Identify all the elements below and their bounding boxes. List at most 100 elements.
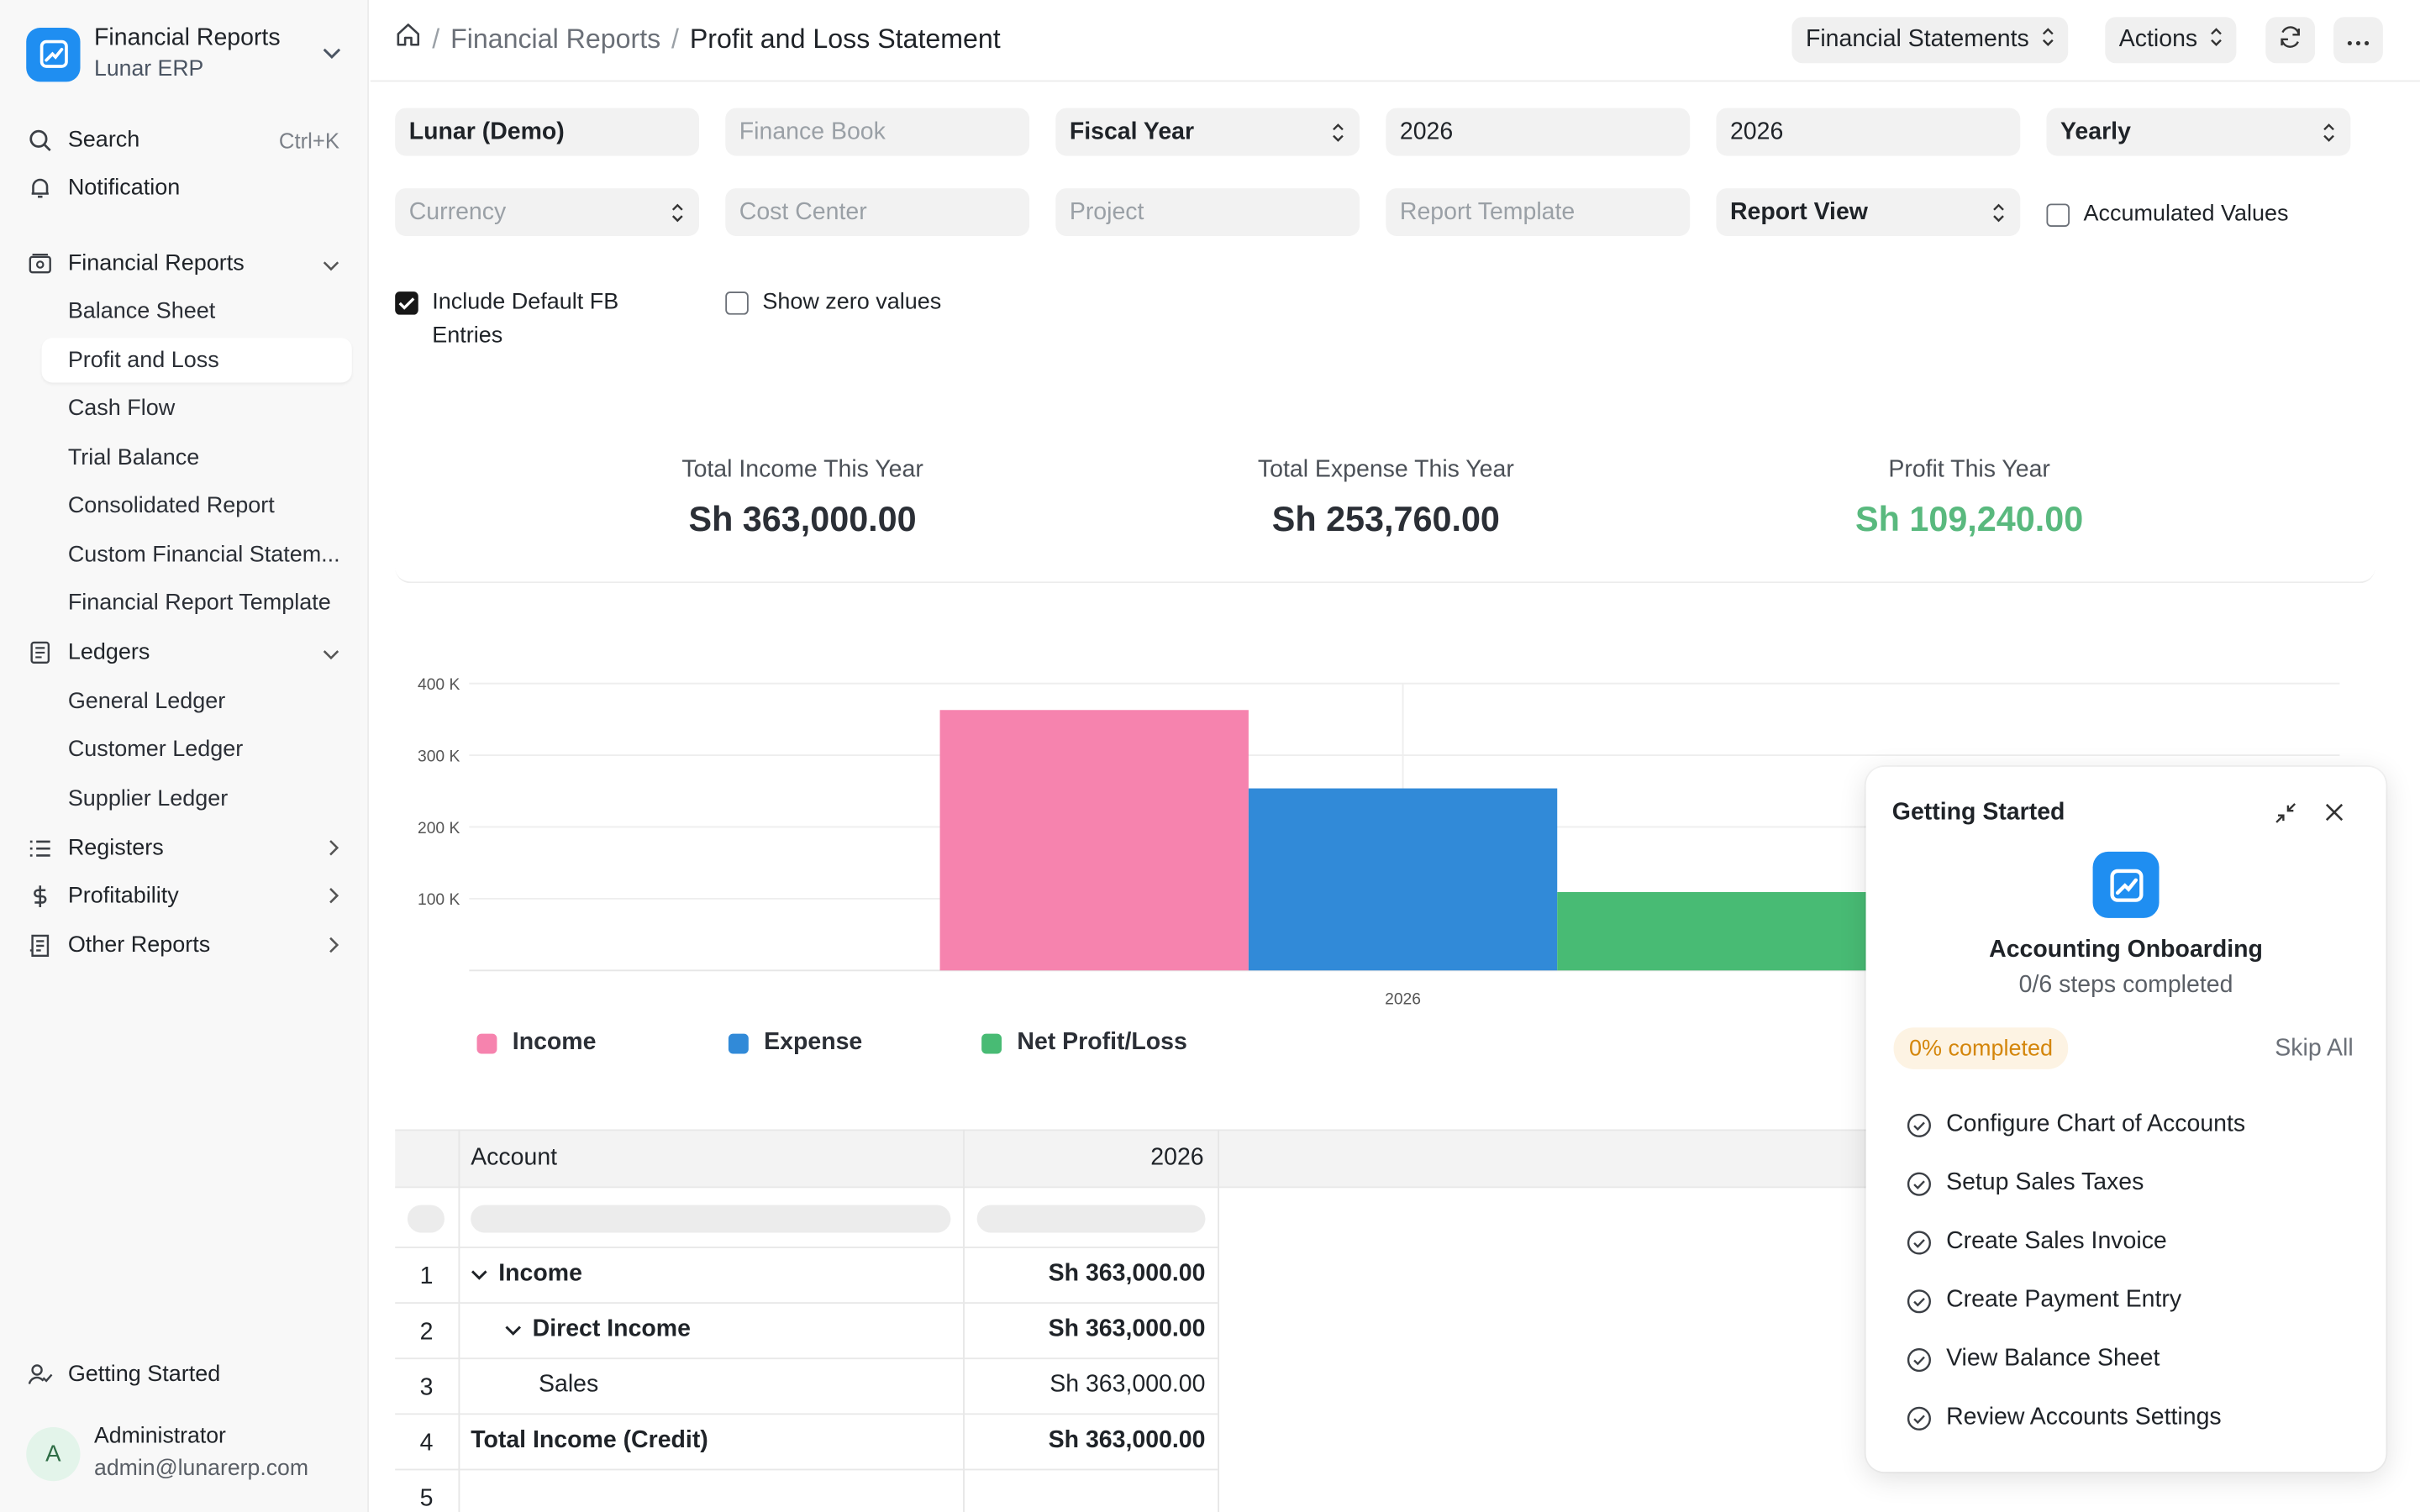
home-icon[interactable] bbox=[395, 22, 421, 55]
sidebar-group-label: Other Reports bbox=[67, 933, 211, 958]
checkbox-unchecked[interactable] bbox=[2046, 203, 2070, 227]
sidebar-group-profitability[interactable]: Profitability bbox=[26, 874, 352, 920]
chevron-down-icon[interactable] bbox=[471, 1269, 487, 1280]
user-name: Administrator bbox=[94, 1424, 226, 1449]
onboarding-step[interactable]: Review Accounts Settings bbox=[1906, 1399, 2222, 1436]
notification-button[interactable]: Notification bbox=[26, 165, 352, 212]
finance-book-field[interactable]: Finance Book bbox=[725, 108, 1030, 156]
sidebar-group-ledgers[interactable]: Ledgers bbox=[26, 629, 352, 675]
close-icon[interactable] bbox=[2324, 802, 2344, 828]
sidebar-item-supplier-ledger[interactable]: Supplier Ledger bbox=[67, 785, 229, 811]
sidebar-group-financial-reports[interactable]: Financial Reports bbox=[26, 241, 352, 287]
report-template-field[interactable]: Report Template bbox=[1386, 188, 1691, 237]
row-number: 2 bbox=[419, 1319, 434, 1346]
sidebar-group-registers[interactable]: Registers bbox=[26, 826, 352, 872]
onboarding-step[interactable]: View Balance Sheet bbox=[1906, 1341, 2160, 1378]
sidebar-item-general-ledger[interactable]: General Ledger bbox=[67, 689, 226, 714]
sidebar-item-cash-flow[interactable]: Cash Flow bbox=[67, 396, 176, 421]
show-zero-values-checkbox[interactable]: Show zero values bbox=[725, 286, 941, 319]
row-number-filter[interactable] bbox=[407, 1205, 445, 1233]
account-cell[interactable]: Direct Income bbox=[505, 1302, 691, 1357]
sidebar-item-balance-sheet[interactable]: Balance Sheet bbox=[67, 298, 216, 323]
account-cell[interactable]: Income bbox=[471, 1247, 582, 1302]
sidebar-item-custom-financial-statement[interactable]: Custom Financial Statem... bbox=[67, 542, 340, 567]
onboarding-step[interactable]: Setup Sales Taxes bbox=[1906, 1165, 2144, 1202]
more-options-button[interactable] bbox=[2333, 17, 2383, 64]
column-header-account[interactable]: Account bbox=[471, 1144, 558, 1172]
breadcrumb-link[interactable]: Financial Reports bbox=[450, 22, 661, 54]
onboarding-step[interactable]: Create Payment Entry bbox=[1906, 1282, 2181, 1319]
account-cell[interactable]: Total Income (Credit) bbox=[471, 1413, 708, 1468]
refresh-button[interactable] bbox=[2265, 17, 2316, 64]
legend-item-income[interactable]: Income bbox=[476, 1029, 596, 1057]
sidebar: Financial Reports Lunar ERP Search Ctrl+… bbox=[0, 0, 369, 1512]
search-label: Search bbox=[67, 128, 140, 153]
account-filter-input[interactable] bbox=[471, 1205, 951, 1233]
getting-started-button[interactable]: Getting Started bbox=[26, 1352, 352, 1398]
expense-summary-label: Total Expense This Year bbox=[1257, 456, 1514, 483]
value-cell[interactable]: Sh 363,000.00 bbox=[1048, 1260, 1206, 1287]
accumulated-values-checkbox[interactable]: Accumulated Values bbox=[2046, 197, 2288, 231]
bar-net-profit-loss[interactable] bbox=[1557, 891, 1866, 971]
currency-select[interactable]: Currency bbox=[395, 188, 700, 237]
value-cell[interactable]: Sh 363,000.00 bbox=[1050, 1371, 1206, 1399]
report-view-value: Report View bbox=[1729, 198, 1868, 225]
expense-summary-value: Sh 253,760.00 bbox=[1271, 500, 1500, 539]
onboarding-progress-text: 0/6 steps completed bbox=[2018, 972, 2233, 999]
sidebar-item-profit-and-loss[interactable]: Profit and Loss bbox=[41, 338, 352, 383]
list-icon bbox=[26, 835, 54, 863]
actions-dropdown[interactable]: Actions bbox=[2105, 17, 2237, 64]
legend-label: Net Profit/Loss bbox=[1017, 1029, 1187, 1056]
search-button[interactable]: Search Ctrl+K bbox=[26, 118, 352, 164]
circle-check-icon bbox=[1906, 1347, 1932, 1373]
app-switcher[interactable]: Financial Reports Lunar ERP bbox=[26, 24, 350, 85]
value-cell[interactable] bbox=[963, 1469, 1205, 1512]
sidebar-item-consolidated-report[interactable]: Consolidated Report bbox=[67, 492, 275, 518]
summary-cards: Total Income This Year Sh 363,000.00 Tot… bbox=[395, 417, 2375, 584]
app-title: Financial Reports bbox=[94, 24, 281, 51]
app-subtitle: Lunar ERP bbox=[94, 56, 204, 82]
project-field[interactable]: Project bbox=[1055, 188, 1360, 237]
year-filter-input[interactable] bbox=[976, 1205, 1206, 1233]
from-fiscal-year-field[interactable]: 2026 bbox=[1386, 108, 1691, 156]
column-header-year[interactable]: 2026 bbox=[1150, 1144, 1204, 1172]
value-cell[interactable]: Sh 363,000.00 bbox=[1048, 1315, 1206, 1342]
period-basis-select[interactable]: Fiscal Year bbox=[1055, 108, 1360, 156]
user-email: admin@lunarerp.com bbox=[94, 1456, 309, 1482]
select-arrows-icon bbox=[2210, 26, 2223, 54]
progress-badge: 0% completed bbox=[1893, 1027, 2069, 1069]
chevron-down-icon bbox=[323, 642, 339, 666]
chevron-down-icon bbox=[323, 42, 341, 66]
page-title: Profit and Loss Statement bbox=[689, 22, 1001, 54]
value-cell[interactable]: Sh 363,000.00 bbox=[1048, 1426, 1206, 1454]
row-number: 3 bbox=[419, 1374, 434, 1401]
app-logo-icon bbox=[26, 27, 81, 81]
checkbox-unchecked[interactable] bbox=[725, 291, 749, 315]
sidebar-item-trial-balance[interactable]: Trial Balance bbox=[67, 444, 200, 470]
company-field[interactable]: Lunar (Demo) bbox=[395, 108, 700, 156]
onboarding-step[interactable]: Configure Chart of Accounts bbox=[1906, 1106, 2245, 1143]
periodicity-select[interactable]: Yearly bbox=[2046, 108, 2351, 156]
cost-center-field[interactable]: Cost Center bbox=[725, 188, 1030, 237]
to-fiscal-year-field[interactable]: 2026 bbox=[1716, 108, 2021, 156]
include-default-fb-checkbox[interactable]: Include Default FB Entries bbox=[395, 286, 618, 354]
bar-expense[interactable] bbox=[1248, 788, 1558, 971]
y-tick-label: 300 K bbox=[418, 748, 460, 765]
legend-item-expense[interactable]: Expense bbox=[728, 1029, 862, 1057]
sidebar-group-other-reports[interactable]: Other Reports bbox=[26, 922, 352, 969]
currency-placeholder: Currency bbox=[408, 198, 507, 225]
sidebar-item-customer-ledger[interactable]: Customer Ledger bbox=[67, 737, 244, 762]
legend-item-net-profit-loss[interactable]: Net Profit/Loss bbox=[981, 1029, 1187, 1057]
account-cell[interactable]: Sales bbox=[539, 1357, 598, 1413]
financial-statements-dropdown[interactable]: Financial Statements bbox=[1791, 17, 2068, 64]
report-view-select[interactable]: Report View bbox=[1716, 188, 2021, 237]
skip-all-button[interactable]: Skip All bbox=[2275, 1035, 2354, 1062]
bar-income[interactable] bbox=[939, 710, 1249, 971]
checkbox-checked[interactable] bbox=[395, 291, 418, 315]
circle-check-icon bbox=[1906, 1170, 1932, 1196]
sidebar-item-financial-report-template[interactable]: Financial Report Template bbox=[67, 590, 331, 615]
onboarding-step[interactable]: Create Sales Invoice bbox=[1906, 1224, 2167, 1261]
chevron-down-icon[interactable] bbox=[505, 1325, 522, 1336]
minimize-icon[interactable] bbox=[2273, 801, 2297, 832]
user-menu[interactable]: A Administrator admin@lunarerp.com bbox=[26, 1420, 350, 1488]
